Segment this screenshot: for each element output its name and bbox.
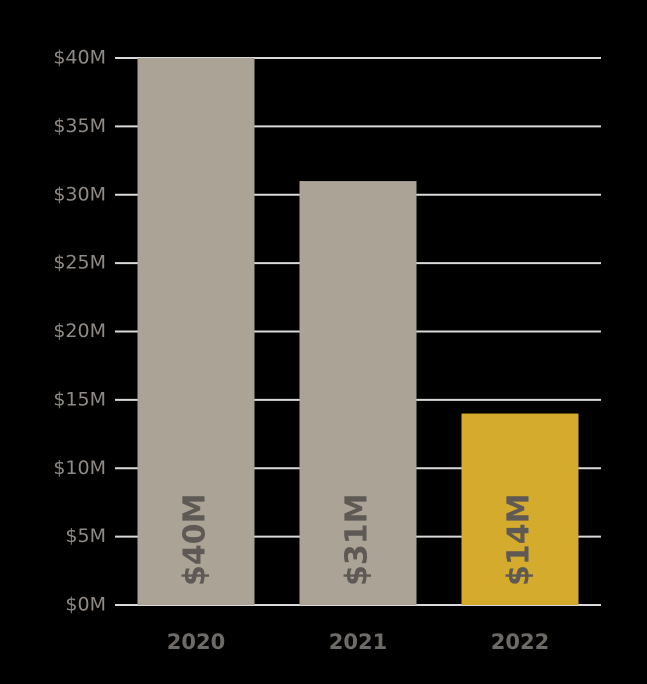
x-tick-label: 2020 (167, 630, 225, 654)
bar (461, 413, 579, 605)
y-tick-label: $25M (53, 252, 106, 274)
y-tick-label: $10M (53, 457, 106, 479)
y-tick-label: $40M (53, 47, 106, 69)
y-tick-label: $15M (53, 388, 106, 410)
data-label: $31M (340, 494, 375, 586)
data-label: $14M (502, 494, 537, 586)
x-tick-label: 2021 (329, 630, 387, 654)
y-tick-label: $5M (65, 525, 106, 547)
data-label: $40M (178, 494, 213, 586)
y-tick-label: $35M (53, 115, 106, 137)
bar (137, 58, 255, 605)
y-tick-label: $30M (53, 183, 106, 205)
y-tick-label: $0M (65, 594, 106, 616)
x-tick-label: 2022 (491, 630, 549, 654)
y-tick-label: $20M (53, 320, 106, 342)
bar (299, 181, 417, 605)
